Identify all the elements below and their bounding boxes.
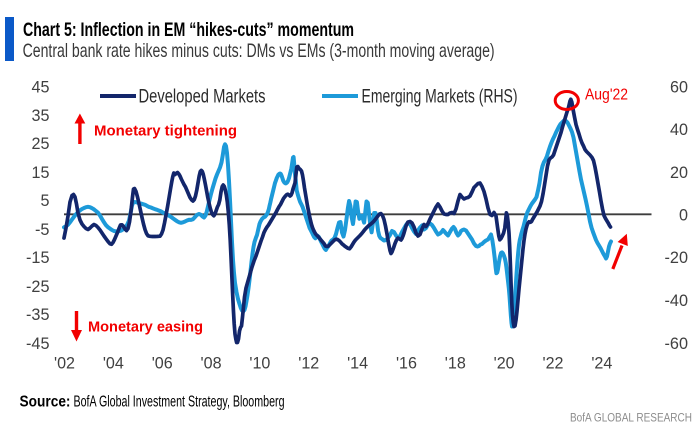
svg-text:'22: '22 [543,354,564,373]
svg-text:-15: -15 [26,248,50,267]
svg-text:'10: '10 [249,354,270,373]
svg-text:Monetary easing: Monetary easing [88,320,203,336]
svg-text:-20: -20 [665,248,689,267]
svg-text:45: 45 [32,77,50,96]
svg-text:-45: -45 [26,334,50,353]
svg-text:'06: '06 [152,354,173,373]
svg-text:Chart 5: Inflection in EM “hik: Chart 5: Inflection in EM “hikes-cuts” m… [23,20,354,41]
svg-text:-40: -40 [665,291,689,310]
svg-text:'08: '08 [201,354,222,373]
svg-text:'14: '14 [347,354,368,373]
svg-text:'18: '18 [445,354,466,373]
svg-text:35: 35 [32,106,50,125]
svg-text:-25: -25 [26,277,50,296]
svg-text:Source: BofA Global Investment: Source: BofA Global Investment Strategy,… [20,394,285,411]
svg-text:Aug'22: Aug'22 [585,87,628,104]
svg-text:'02: '02 [54,354,75,373]
svg-text:'20: '20 [494,354,515,373]
svg-text:15: 15 [32,163,50,182]
svg-text:25: 25 [32,134,50,153]
svg-text:'16: '16 [396,354,417,373]
svg-text:Monetary tightening: Monetary tightening [94,123,237,139]
svg-text:60: 60 [670,77,688,96]
svg-text:40: 40 [670,120,688,139]
svg-text:Central bank rate hikes minus: Central bank rate hikes minus cuts: DMs … [23,40,495,62]
svg-text:BofA GLOBAL RESEARCH: BofA GLOBAL RESEARCH [570,411,692,425]
svg-text:Emerging Markets (RHS): Emerging Markets (RHS) [362,86,518,107]
svg-text:'24: '24 [591,354,612,373]
svg-text:0: 0 [679,206,688,225]
svg-text:Developed Markets: Developed Markets [139,86,266,107]
svg-text:-60: -60 [665,334,689,353]
svg-text:20: 20 [670,163,688,182]
svg-text:-5: -5 [35,220,50,239]
svg-text:5: 5 [41,191,50,210]
svg-text:'12: '12 [298,354,319,373]
svg-text:'04: '04 [103,354,124,373]
svg-text:-35: -35 [26,305,50,324]
